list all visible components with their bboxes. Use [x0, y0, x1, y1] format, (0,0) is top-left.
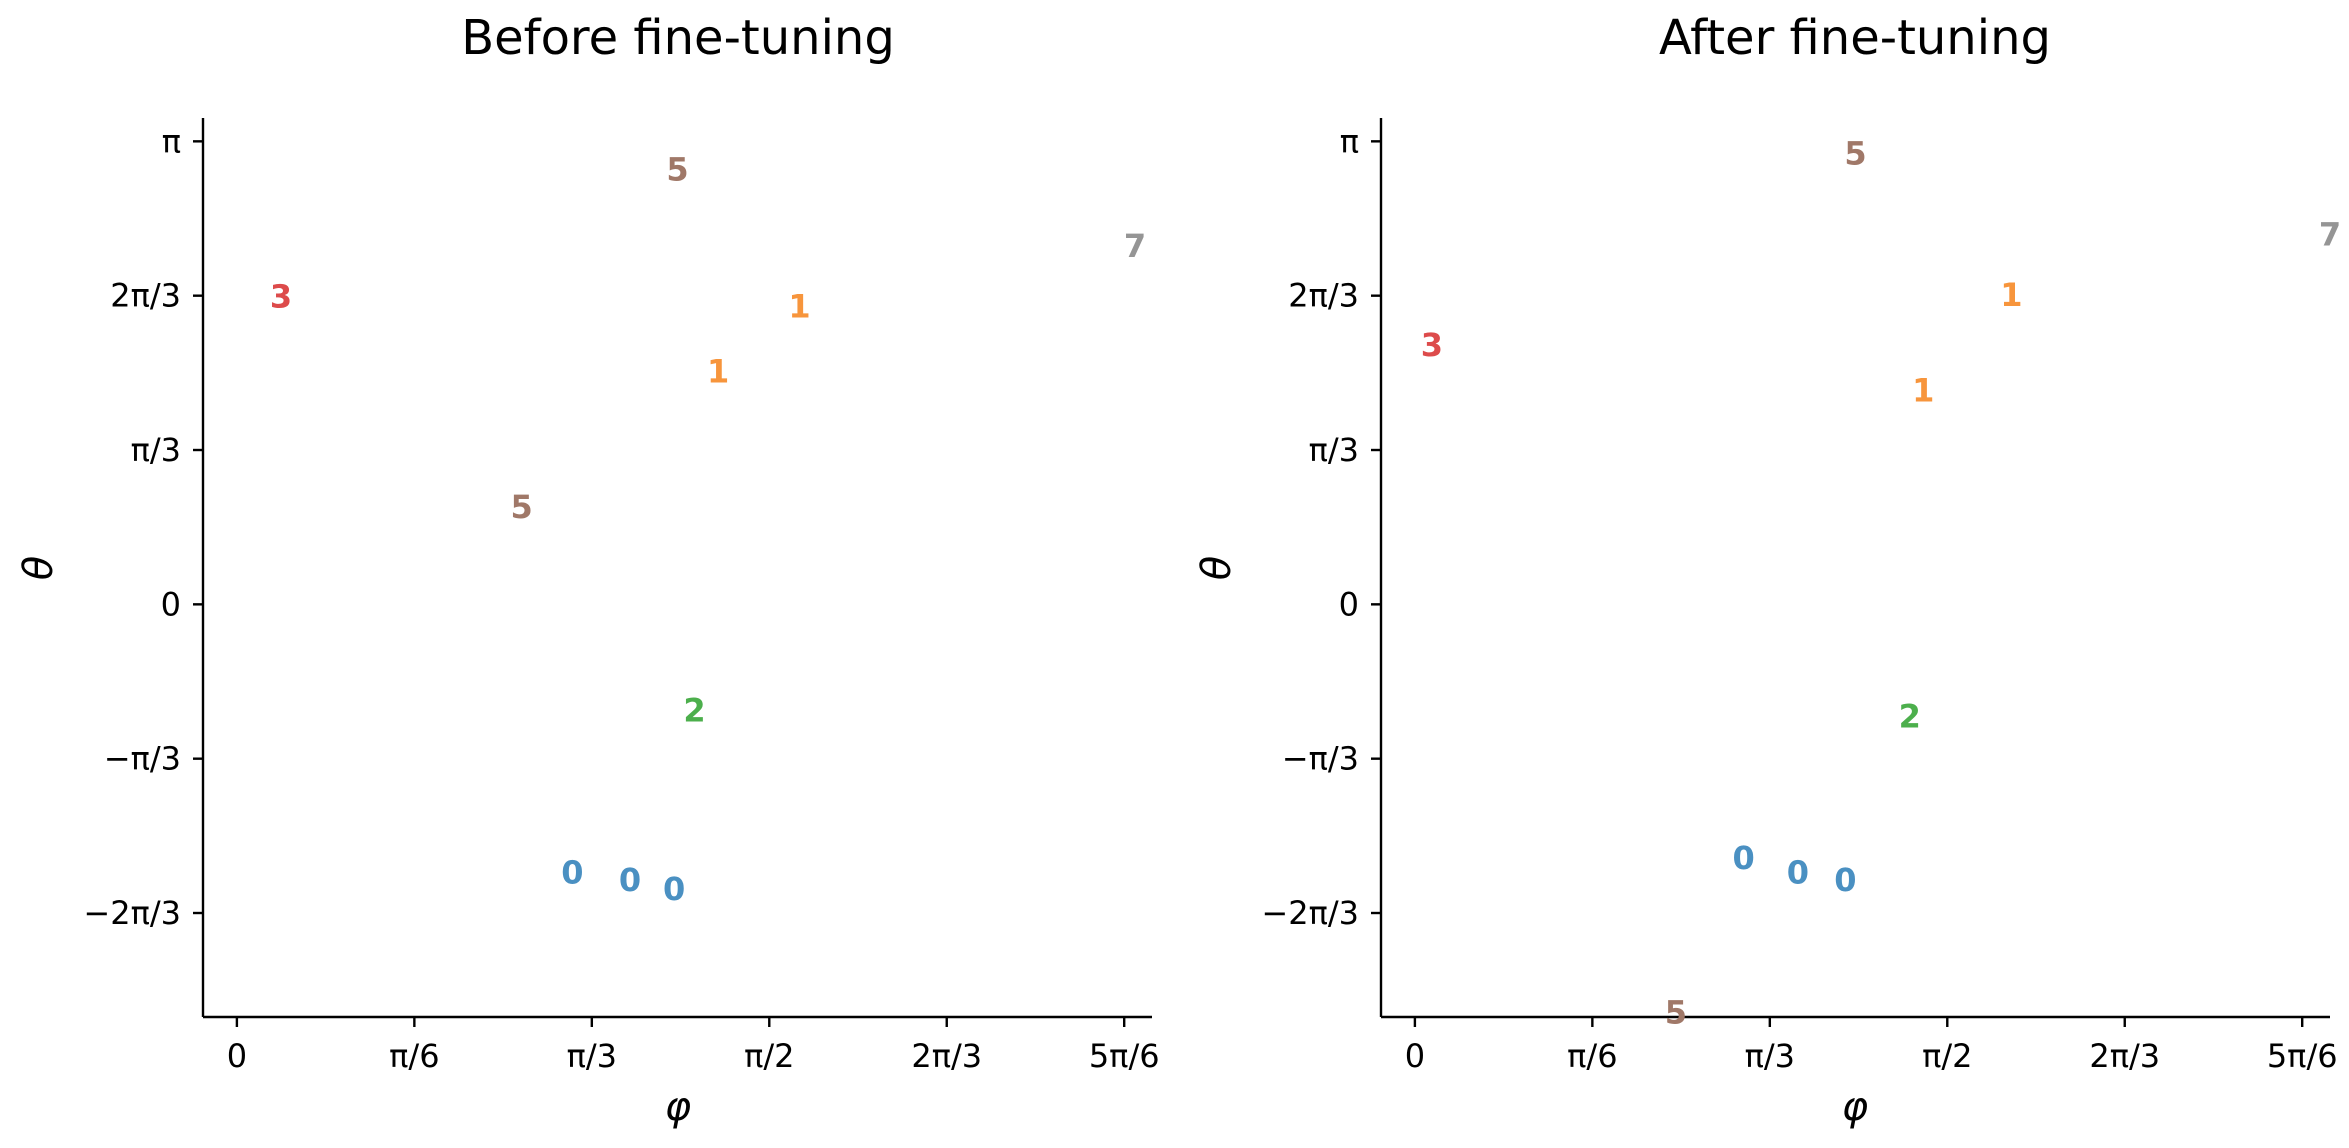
data-point-label: 5	[510, 488, 532, 526]
data-point-label: 5	[666, 151, 688, 189]
y-tick-label: 2π/3	[110, 277, 181, 315]
data-point-label: 0	[1787, 854, 1809, 892]
data-point-label: 0	[663, 870, 685, 908]
data-point-label: 5	[1665, 994, 1687, 1032]
data-point-label: 0	[619, 861, 641, 899]
chart-title: Before fine-tuning	[461, 10, 895, 66]
panel-after-fine-tuning: After fine-tuning φ θ 0 π/6 π/3 π/2 2π/3 5π/6…	[1194, 10, 2341, 1130]
x-axis-label: φ	[665, 1084, 691, 1130]
data-point-label: 3	[1421, 326, 1443, 364]
data-point-label: 1	[2000, 276, 2022, 314]
chart-title: After fine-tuning	[1659, 10, 2051, 66]
y-tick-label: −2π/3	[1261, 894, 1359, 932]
y-axis-label: θ	[16, 556, 62, 580]
y-tick-label: 2π/3	[1288, 277, 1359, 315]
x-tick-label: 2π/3	[2089, 1037, 2160, 1075]
data-point-label: 1	[788, 288, 810, 326]
y-tick-label: −π/3	[104, 740, 181, 778]
y-tick-label: π/3	[131, 431, 181, 469]
x-tick-label: π/3	[567, 1037, 617, 1075]
x-tick-label: 0	[227, 1037, 247, 1075]
data-point-label: 0	[1733, 839, 1755, 877]
y-tick-label: 0	[161, 585, 181, 623]
x-tick-label: π/6	[389, 1037, 439, 1075]
data-point-label: 2	[683, 691, 705, 729]
y-tick-label: π	[1340, 122, 1359, 160]
x-tick-label: 0	[1405, 1037, 1425, 1075]
data-point-label: 0	[1834, 861, 1856, 899]
x-tick-label: π/3	[1745, 1037, 1795, 1075]
y-tick-label: π	[162, 122, 181, 160]
panel-before-fine-tuning: Before fine-tuning φ θ 0 π/6 π/3 π/2 2π/3 5π/…	[16, 10, 1160, 1130]
data-point-label: 0	[561, 854, 583, 892]
y-tick-label: −2π/3	[83, 894, 181, 932]
y-axis-label: θ	[1194, 556, 1240, 580]
y-tick-label: −π/3	[1282, 740, 1359, 778]
x-tick-label: 5π/6	[1089, 1037, 1160, 1075]
x-tick-label: 5π/6	[2267, 1037, 2338, 1075]
data-point-label: 5	[1844, 134, 1866, 172]
x-tick-label: π/2	[1922, 1037, 1972, 1075]
y-tick-label: 0	[1339, 585, 1359, 623]
y-tick-label: π/3	[1309, 431, 1359, 469]
data-point-label: 2	[1899, 697, 1921, 735]
data-point-label: 1	[1912, 372, 1934, 410]
x-tick-label: π/6	[1567, 1037, 1617, 1075]
data-point-label: 7	[2319, 215, 2341, 253]
x-tick-label: π/2	[744, 1037, 794, 1075]
x-tick-label: 2π/3	[911, 1037, 982, 1075]
data-point-label: 1	[707, 352, 729, 390]
data-point-label: 3	[270, 277, 292, 315]
data-point-label: 7	[1124, 227, 1146, 265]
x-axis-label: φ	[1842, 1084, 1868, 1130]
